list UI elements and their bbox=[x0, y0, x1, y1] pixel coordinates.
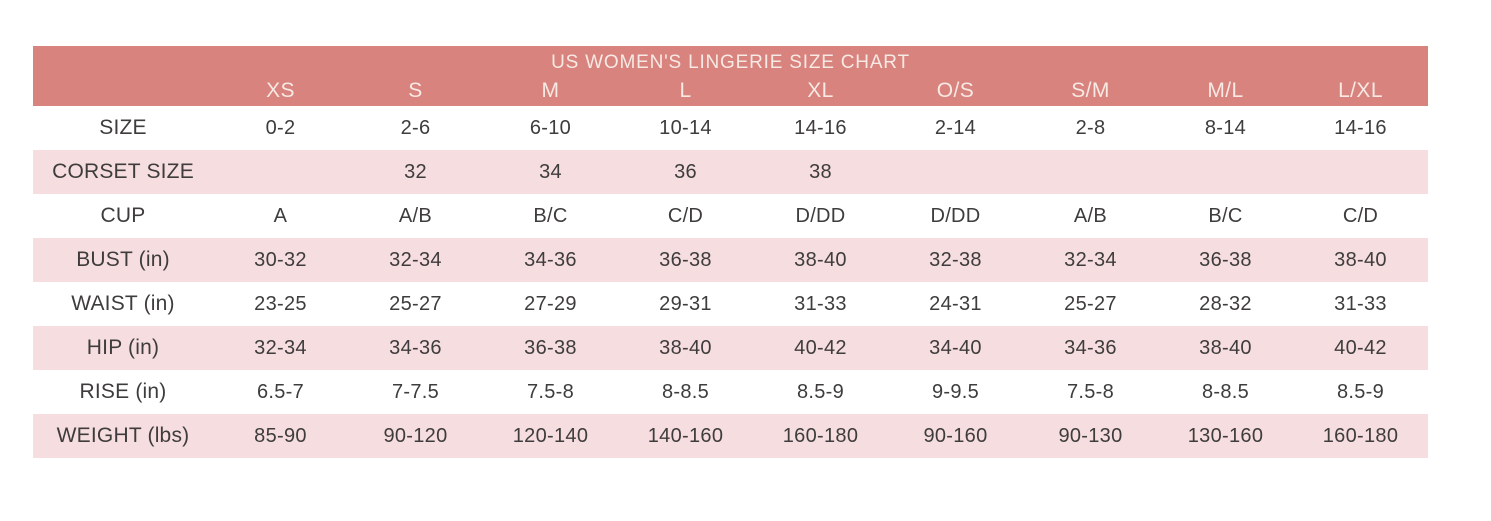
cell-value: 32-34 bbox=[1064, 248, 1117, 271]
cell-value: B/C bbox=[1208, 204, 1243, 227]
cell-value: 25-27 bbox=[389, 292, 442, 315]
row-label: WAIST (in) bbox=[71, 292, 175, 315]
table-row: WEIGHT (lbs) 85-90 90-120 120-140 140-160 160… bbox=[33, 414, 1428, 458]
table-body: SIZE 0-2 2-6 6-10 10-14 14-16 2-14 2-8 8-14 14-16… bbox=[33, 106, 1428, 458]
column-header: S bbox=[408, 79, 423, 102]
column-header: O/S bbox=[936, 79, 975, 102]
cell-value: 8.5-9 bbox=[1336, 380, 1385, 403]
cell-value: 6.5-7 bbox=[256, 380, 305, 403]
cell-value: 38-40 bbox=[1199, 336, 1252, 359]
cell-value: 31-33 bbox=[794, 292, 847, 315]
cell-value: 120-140 bbox=[512, 424, 589, 447]
cell-value: 38-40 bbox=[659, 336, 712, 359]
table-row: WAIST (in) 23-25 25-27 27-29 29-31 31-33 24-31… bbox=[33, 282, 1428, 326]
column-header: XL bbox=[807, 79, 834, 102]
cell-value: 38-40 bbox=[1334, 248, 1387, 271]
cell-value: 40-42 bbox=[794, 336, 847, 359]
row-label: WEIGHT (lbs) bbox=[56, 424, 190, 447]
cell-value: 8-8.5 bbox=[661, 380, 710, 403]
table-row: CUP A A/B B/C C/D D/DD D/DD A/B B/C C/D bbox=[33, 194, 1428, 238]
table-row: RISE (in) 6.5-7 7-7.5 7.5-8 8-8.5 8.5-9 9-9.5 7… bbox=[33, 370, 1428, 414]
table-header: US WOMEN'S LINGERIE SIZE CHART XS S M L XL O/… bbox=[33, 46, 1428, 106]
cell-value: 32-38 bbox=[929, 248, 982, 271]
cell-value: D/DD bbox=[795, 204, 846, 227]
cell-value: 27-29 bbox=[524, 292, 577, 315]
row-label: BUST (in) bbox=[76, 248, 170, 271]
cell-value: 40-42 bbox=[1334, 336, 1387, 359]
cell-value: 85-90 bbox=[254, 424, 307, 447]
table-row: HIP (in) 32-34 34-36 36-38 38-40 40-42 34-40 34… bbox=[33, 326, 1428, 370]
cell-value: 90-130 bbox=[1058, 424, 1123, 447]
cell-value: 2-14 bbox=[934, 116, 977, 139]
cell-value: A/B bbox=[1073, 204, 1108, 227]
table-row: CORSET SIZE 32 34 36 38 bbox=[33, 150, 1428, 194]
cell-value: 36-38 bbox=[524, 336, 577, 359]
cell-value: 31-33 bbox=[1334, 292, 1387, 315]
table-row: SIZE 0-2 2-6 6-10 10-14 14-16 2-14 2-8 8-14 14-16 bbox=[33, 106, 1428, 150]
cell-value: D/DD bbox=[930, 204, 981, 227]
cell-value: 9-9.5 bbox=[931, 380, 980, 403]
table-row: BUST (in) 30-32 32-34 34-36 36-38 38-40 32-38 3… bbox=[33, 238, 1428, 282]
cell-value: 6-10 bbox=[529, 116, 572, 139]
chart-title: US WOMEN'S LINGERIE SIZE CHART bbox=[551, 52, 910, 73]
cell-value: B/C bbox=[533, 204, 568, 227]
cell-value: 24-31 bbox=[929, 292, 982, 315]
cell-value: 0-2 bbox=[265, 116, 296, 139]
cell-value: 36 bbox=[674, 160, 697, 183]
cell-value: 8-14 bbox=[1204, 116, 1247, 139]
cell-value: 7-7.5 bbox=[391, 380, 440, 403]
column-header-row: XS S M L XL O/S S/M M/L L/XL bbox=[33, 76, 1428, 106]
cell-value: 2-6 bbox=[400, 116, 431, 139]
cell-value: 34 bbox=[539, 160, 562, 183]
row-label: SIZE bbox=[99, 116, 147, 139]
row-label: RISE (in) bbox=[79, 380, 167, 403]
cell-value: 25-27 bbox=[1064, 292, 1117, 315]
cell-value: 36-38 bbox=[1199, 248, 1252, 271]
cell-value: 10-14 bbox=[659, 116, 712, 139]
column-header: L bbox=[679, 79, 692, 102]
cell-value: 14-16 bbox=[1334, 116, 1387, 139]
column-header: L/XL bbox=[1338, 79, 1383, 102]
cell-value: 30-32 bbox=[254, 248, 307, 271]
cell-value: 7.5-8 bbox=[526, 380, 575, 403]
cell-value: C/D bbox=[1342, 204, 1379, 227]
cell-value: 29-31 bbox=[659, 292, 712, 315]
cell-value: 34-36 bbox=[1064, 336, 1117, 359]
cell-value: 140-160 bbox=[647, 424, 724, 447]
cell-value: A bbox=[273, 204, 288, 227]
cell-value: 34-40 bbox=[929, 336, 982, 359]
cell-value: 34-36 bbox=[524, 248, 577, 271]
cell-value: 36-38 bbox=[659, 248, 712, 271]
column-header: XS bbox=[266, 79, 295, 102]
cell-value: C/D bbox=[667, 204, 704, 227]
cell-value: 38 bbox=[809, 160, 832, 183]
cell-value: 8.5-9 bbox=[796, 380, 845, 403]
cell-value: 34-36 bbox=[389, 336, 442, 359]
cell-value: 8-8.5 bbox=[1201, 380, 1250, 403]
cell-value: 2-8 bbox=[1075, 116, 1106, 139]
cell-value: 28-32 bbox=[1199, 292, 1252, 315]
cell-value: 32 bbox=[404, 160, 427, 183]
cell-value: 160-180 bbox=[782, 424, 859, 447]
cell-value: 38-40 bbox=[794, 248, 847, 271]
cell-value: 160-180 bbox=[1322, 424, 1399, 447]
cell-value: 32-34 bbox=[389, 248, 442, 271]
cell-value: 130-160 bbox=[1187, 424, 1264, 447]
column-header: S/M bbox=[1071, 79, 1110, 102]
cell-value: 32-34 bbox=[254, 336, 307, 359]
cell-value: A/B bbox=[398, 204, 433, 227]
cell-value: 90-120 bbox=[383, 424, 448, 447]
cell-value: 23-25 bbox=[254, 292, 307, 315]
row-label: CORSET SIZE bbox=[52, 160, 194, 183]
cell-value: 7.5-8 bbox=[1066, 380, 1115, 403]
cell-value: 90-160 bbox=[923, 424, 988, 447]
cell-value: 14-16 bbox=[794, 116, 847, 139]
size-chart-table: US WOMEN'S LINGERIE SIZE CHART XS S M L XL O/… bbox=[33, 46, 1428, 458]
row-label: CUP bbox=[100, 204, 146, 227]
row-label: HIP (in) bbox=[86, 336, 160, 359]
column-header: M/L bbox=[1207, 79, 1244, 102]
column-header: M bbox=[541, 79, 560, 102]
